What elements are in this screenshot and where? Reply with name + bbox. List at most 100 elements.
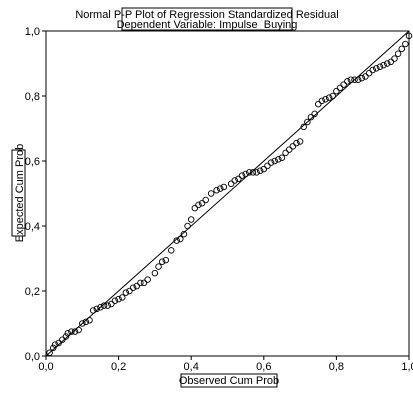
x-tick-label: 0,8	[329, 361, 344, 373]
data-point	[275, 156, 282, 163]
data-point	[271, 157, 278, 165]
data-point	[64, 330, 72, 337]
reference-diagonal-line	[45, 30, 410, 357]
data-point	[68, 328, 75, 335]
data-point	[177, 235, 184, 243]
data-point	[187, 216, 195, 223]
data-point	[282, 149, 289, 157]
data-point	[207, 190, 215, 197]
data-point	[325, 94, 333, 101]
data-point	[354, 76, 362, 83]
y-tick-label: 0,6	[25, 156, 40, 168]
data-point	[151, 269, 159, 277]
y-axis-label-group: Expected Cum Prob	[11, 144, 26, 242]
data-point	[86, 317, 93, 324]
data-point	[55, 339, 62, 347]
data-point	[362, 73, 369, 80]
data-point	[82, 318, 90, 326]
data-point	[115, 295, 122, 303]
data-point	[220, 183, 228, 191]
data-point	[235, 175, 242, 183]
data-point	[173, 237, 180, 244]
data-point	[231, 177, 239, 184]
data-point	[260, 165, 268, 173]
data-point	[267, 159, 275, 166]
data-point	[129, 284, 137, 292]
data-point	[108, 300, 115, 308]
data-point	[213, 186, 220, 194]
chart-title: Normal P-P Plot of Regression Standardiz…	[75, 9, 338, 21]
data-point	[167, 247, 175, 254]
data-point	[75, 326, 82, 334]
data-point	[216, 185, 224, 192]
data-point	[62, 333, 70, 340]
data-point	[180, 230, 188, 238]
y-axis-ticks: 0,0 0,2 0,4 0,6 0,8 1,0	[25, 26, 46, 363]
x-axis-label-box	[180, 373, 278, 388]
data-point	[293, 139, 300, 147]
data-point	[285, 146, 293, 153]
data-point	[311, 110, 318, 118]
data-point	[137, 279, 144, 287]
data-point	[405, 32, 413, 40]
data-point	[184, 222, 191, 230]
data-point	[300, 123, 307, 131]
data-point	[158, 258, 166, 266]
y-axis-label: Expected Cum Prob	[14, 144, 26, 242]
data-point	[391, 55, 398, 62]
data-points	[46, 32, 413, 357]
data-point	[249, 169, 257, 176]
data-point	[89, 307, 97, 314]
data-point	[46, 349, 53, 357]
data-point	[289, 143, 297, 150]
data-point	[195, 201, 202, 209]
data-point	[347, 76, 355, 83]
data-point	[387, 58, 395, 66]
data-point	[333, 87, 340, 95]
data-point	[304, 118, 311, 126]
data-point	[394, 50, 402, 58]
data-point	[50, 344, 57, 352]
data-point	[126, 287, 133, 295]
x-tick-label: 0,4	[184, 361, 199, 373]
data-point	[104, 302, 111, 309]
chart-subtitle: Dependent Variable: Impulse_Buying	[117, 19, 298, 31]
data-point	[198, 199, 206, 207]
data-point	[376, 63, 384, 71]
y-tick-label: 0,8	[25, 91, 40, 103]
data-point	[227, 180, 235, 187]
data-point	[318, 97, 326, 105]
data-point	[122, 289, 130, 296]
data-point	[365, 69, 373, 77]
data-point	[256, 167, 264, 174]
data-point	[373, 65, 380, 72]
y-tick-label: 0,4	[25, 221, 40, 233]
data-point	[336, 84, 344, 92]
data-point	[51, 341, 59, 348]
data-point	[307, 113, 315, 121]
data-point	[100, 302, 108, 309]
data-point	[202, 196, 209, 204]
data-point	[238, 172, 246, 179]
data-point	[329, 92, 337, 100]
chart-title-box	[121, 7, 293, 31]
x-tick-label: 0,0	[38, 361, 53, 373]
y-tick-label: 0,2	[25, 286, 40, 298]
data-point	[97, 304, 104, 311]
data-point	[315, 100, 322, 108]
data-point	[144, 276, 151, 283]
data-point	[340, 81, 347, 88]
y-tick-label: 1,0	[25, 26, 40, 38]
x-axis-label: Observed Cum Prob	[179, 375, 279, 387]
data-point	[191, 204, 199, 212]
y-axis-label-box	[11, 149, 26, 237]
data-point	[59, 336, 66, 344]
x-tick-label: 0,6	[256, 361, 271, 373]
data-point	[351, 76, 358, 83]
data-point	[253, 169, 260, 176]
data-point	[79, 320, 86, 327]
data-point	[71, 328, 79, 335]
data-point	[133, 282, 140, 290]
